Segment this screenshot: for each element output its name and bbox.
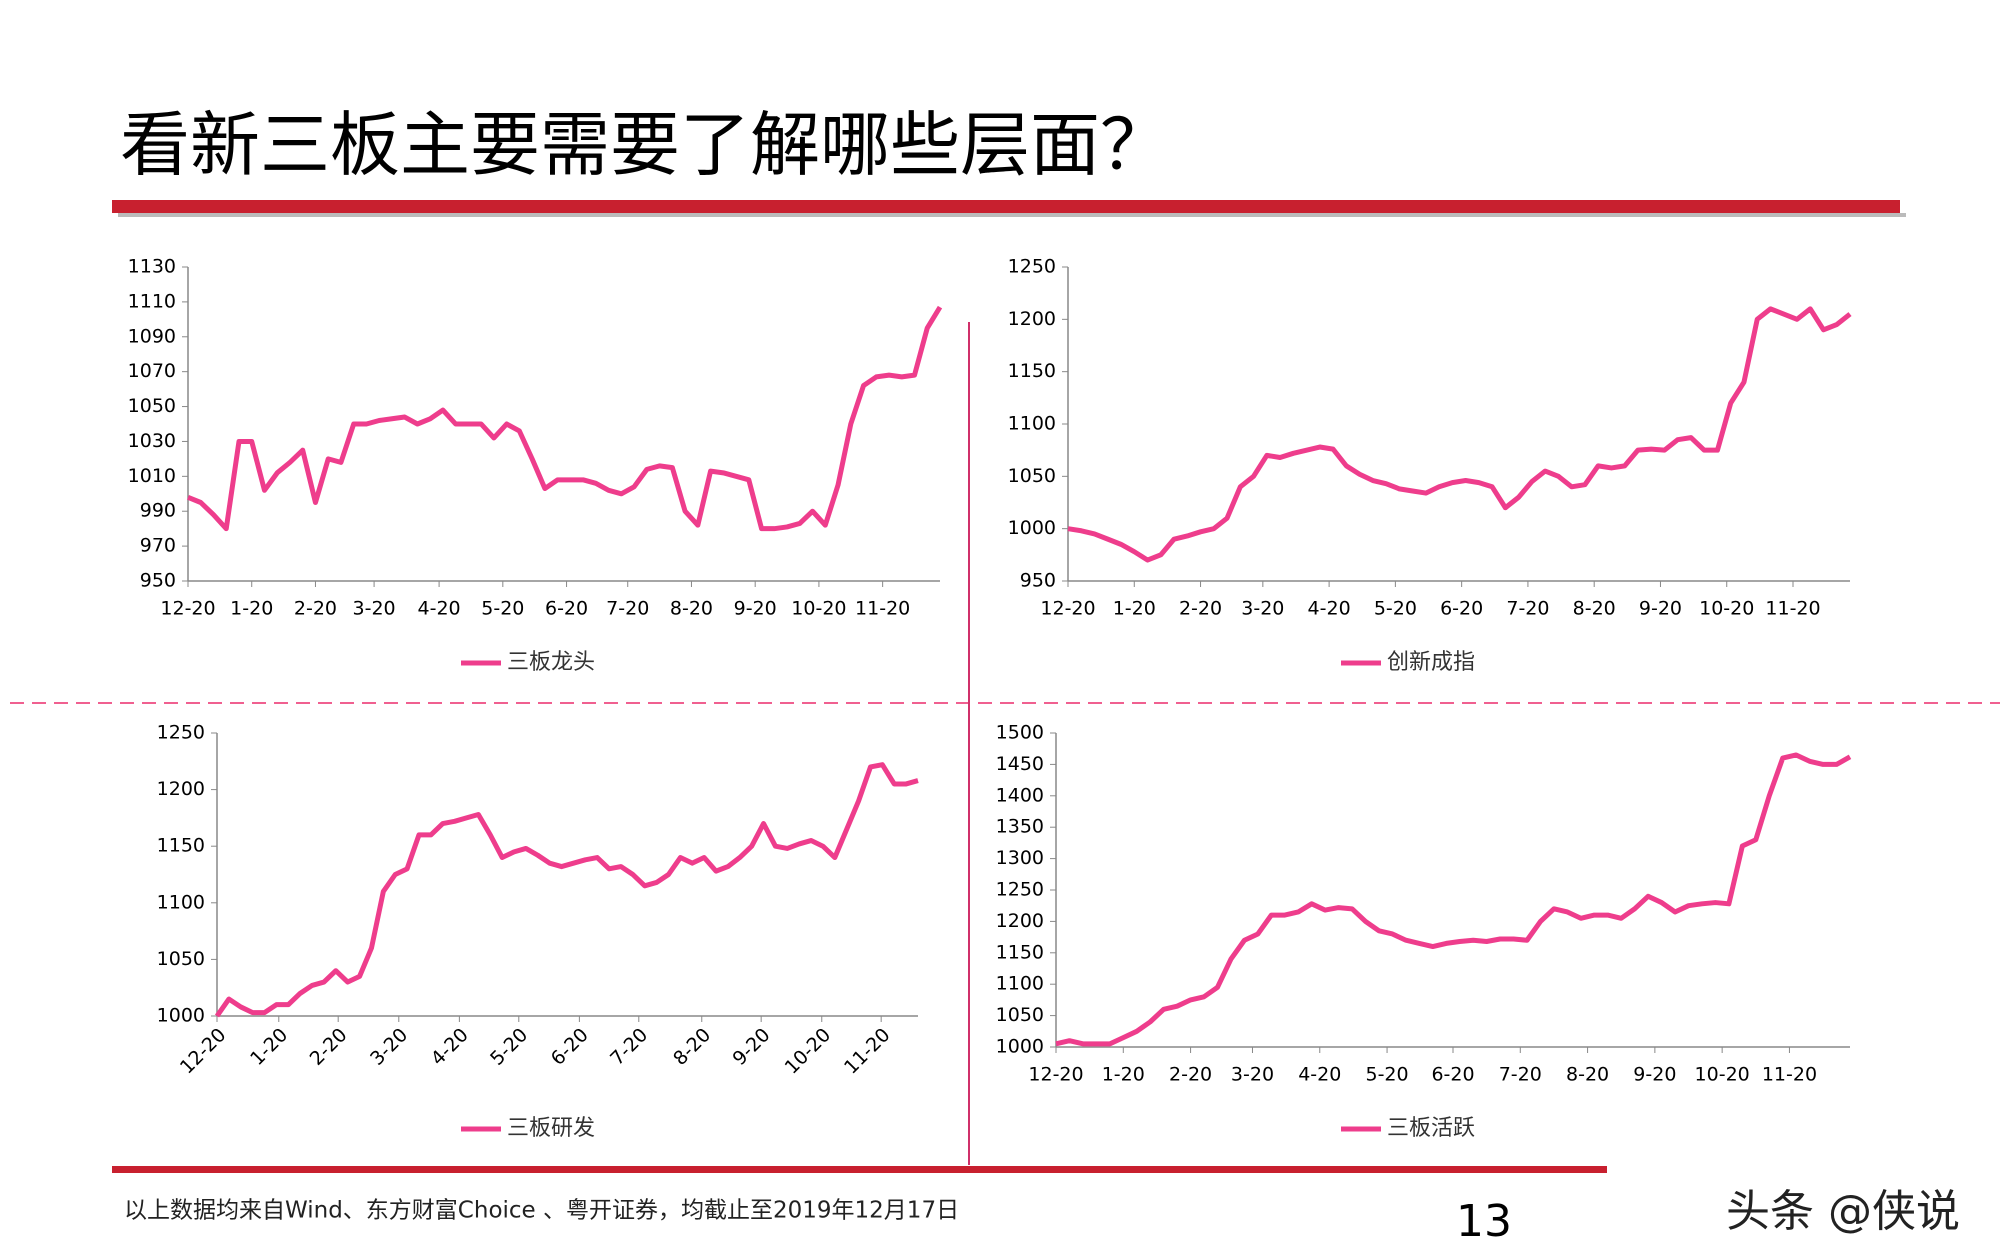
x-tick-label: 4-20 [418,598,461,620]
x-tick-label: 8-20 [669,1024,715,1070]
y-tick-label: 1100 [157,891,205,913]
x-tick-label: 3-20 [1231,1064,1274,1086]
x-tick-label: 6-20 [545,598,588,620]
y-tick-label: 1050 [1008,465,1056,487]
x-tick-label: 4-20 [1298,1064,1341,1086]
series-line [187,305,943,532]
y-tick-label: 1350 [996,816,1044,838]
y-tick-label: 1200 [996,910,1044,932]
x-tick-label: 3-20 [1241,598,1284,620]
x-tick-label: 5-20 [1365,1064,1408,1086]
watermark: 头条 @侠说 [1726,1186,1960,1237]
x-tick-label: 8-20 [1566,1064,1609,1086]
y-tick-label: 1400 [996,784,1044,806]
y-tick-label: 990 [140,500,176,522]
y-tick-label: 1130 [128,256,176,278]
y-tick-label: 1000 [1008,517,1056,539]
x-tick-label: 11-20 [855,598,910,620]
y-tick-label: 1030 [128,430,176,452]
y-tick-label: 1100 [1008,413,1056,435]
x-tick-label: 11-20 [1762,1064,1817,1086]
x-tick-label: 9-20 [729,1024,775,1070]
x-tick-label: 12-20 [160,598,215,620]
x-tick-label: 1-20 [1113,598,1156,620]
x-tick-label: 9-20 [1633,1064,1676,1086]
y-tick-label: 1050 [996,1004,1044,1026]
x-tick-label: 11-20 [840,1024,895,1079]
y-tick-label: 1250 [1008,256,1056,278]
y-tick-label: 1050 [128,395,176,417]
x-tick-label: 10-20 [1699,598,1754,620]
legend-label: 创新成指 [1387,650,1475,675]
x-tick-label: 2-20 [306,1024,352,1070]
x-tick-label: 7-20 [1499,1064,1542,1086]
x-tick-label: 4-20 [1308,598,1351,620]
x-tick-label: 1-20 [246,1024,292,1070]
x-tick-label: 1-20 [1102,1064,1145,1086]
series-line [1055,752,1852,1047]
x-tick-label: 5-20 [486,1024,532,1070]
x-tick-label: 10-20 [791,598,846,620]
x-tick-label: 7-20 [1506,598,1549,620]
page-number: 13 [1456,1196,1512,1247]
legend-label: 三板研发 [507,1116,595,1141]
y-tick-label: 1150 [157,835,205,857]
x-tick-label: 3-20 [353,598,396,620]
x-tick-label: 12-20 [176,1024,231,1079]
x-tick-label: 9-20 [1639,598,1682,620]
y-tick-label: 1300 [996,847,1044,869]
footer-bar [112,1166,1607,1173]
y-tick-label: 950 [1020,570,1056,592]
y-tick-label: 1000 [157,1005,205,1027]
x-tick-label: 2-20 [1169,1064,1212,1086]
y-tick-label: 950 [140,570,176,592]
x-tick-label: 8-20 [1573,598,1616,620]
y-tick-label: 1070 [128,360,176,382]
x-tick-label: 2-20 [1179,598,1222,620]
series-line [1067,306,1852,563]
x-tick-label: 5-20 [481,598,524,620]
y-tick-label: 1150 [1008,360,1056,382]
legend-label: 三板活跃 [1387,1116,1475,1141]
y-tick-label: 1150 [996,941,1044,963]
x-tick-label: 10-20 [1695,1064,1750,1086]
y-tick-label: 1050 [157,948,205,970]
y-tick-label: 1250 [996,879,1044,901]
x-tick-label: 6-20 [547,1024,593,1070]
y-tick-label: 970 [140,535,176,557]
x-tick-label: 9-20 [734,598,777,620]
x-tick-label: 10-20 [781,1024,836,1079]
source-note: 以上数据均来自Wind、东方财富Choice 、粤开证券，均截止至2019年12… [124,1198,959,1224]
y-tick-label: 1090 [128,325,176,347]
x-tick-label: 4-20 [427,1024,473,1070]
x-tick-label: 2-20 [294,598,337,620]
y-tick-label: 1250 [157,722,205,744]
title-bar [112,200,1900,213]
x-tick-label: 6-20 [1440,598,1483,620]
title-bar-shadow [118,213,1906,217]
x-tick-label: 1-20 [230,598,273,620]
y-tick-label: 1010 [128,465,176,487]
slide-title: 看新三板主要需要了解哪些层面？ [120,104,1170,186]
x-tick-label: 11-20 [1765,598,1820,620]
x-tick-label: 5-20 [1374,598,1417,620]
x-tick-label: 3-20 [366,1024,412,1070]
y-tick-label: 1000 [996,1036,1044,1058]
y-tick-label: 1450 [996,753,1044,775]
legend-label: 三板龙头 [507,650,595,675]
x-tick-label: 7-20 [606,1024,652,1070]
x-tick-label: 12-20 [1040,598,1095,620]
x-tick-label: 6-20 [1431,1064,1474,1086]
series-line [214,762,919,1018]
x-tick-label: 8-20 [670,598,713,620]
y-tick-label: 1100 [996,973,1044,995]
y-tick-label: 1200 [157,778,205,800]
x-tick-label: 12-20 [1028,1064,1083,1086]
y-tick-label: 1200 [1008,308,1056,330]
y-tick-label: 1110 [128,290,176,312]
x-tick-label: 7-20 [606,598,649,620]
y-tick-label: 1500 [996,722,1044,744]
